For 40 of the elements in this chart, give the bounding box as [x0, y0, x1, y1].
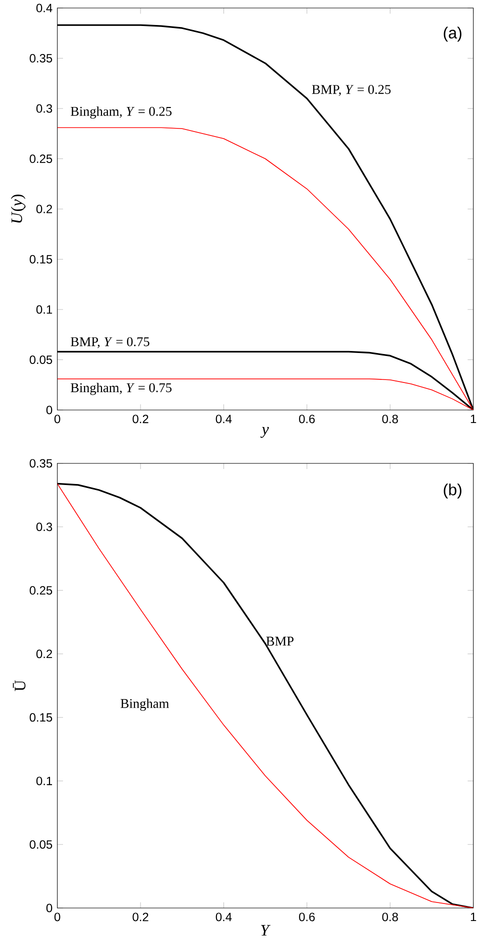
y-tick-label: 0.15: [30, 254, 52, 264]
x-tick-label: 0.4: [216, 912, 232, 922]
x-tick-label: 0.6: [299, 414, 315, 424]
y-tick-label: 0.3: [36, 104, 52, 113]
series-label: BMP, Y = 0.75: [70, 337, 150, 348]
y-tick-label: 0.3: [36, 522, 52, 532]
x-axis-title: Y: [261, 925, 270, 936]
series-label: BMP, Y = 0.25: [312, 84, 391, 96]
x-tick-label: 1: [470, 912, 476, 921]
annotation: (b): [444, 484, 462, 499]
annotation: (a): [444, 26, 462, 42]
y-tick-label: 0: [46, 406, 52, 414]
y-tick-label: 0.2: [36, 204, 52, 214]
y-tick-label: 0.2: [36, 650, 52, 658]
y-tick-label: 0: [46, 904, 52, 912]
x-axis-title: y: [260, 427, 269, 438]
x-tick-label: 0: [54, 912, 60, 922]
x-tick-label: 0.8: [382, 912, 398, 922]
y-tick-label: 0.05: [30, 355, 52, 364]
x-tick-label: 0.6: [299, 912, 315, 922]
y-axis-title: Ū: [12, 680, 26, 692]
y-tick-label: 0.05: [30, 840, 52, 849]
series-label: Bingham, Y = 0.75: [70, 382, 172, 395]
x-tick-label: 0.8: [382, 414, 398, 424]
x-tick-label: 0: [54, 414, 60, 424]
y-tick-label: 0.35: [30, 459, 52, 468]
series-label: Bingham, Y = 0.25: [70, 106, 172, 119]
x-tick-label: 0.2: [132, 414, 148, 424]
text: Bingham: [120, 698, 169, 711]
series-label: BMP: [266, 636, 294, 646]
x-tick-label: 0.4: [216, 414, 232, 424]
y-tick-label: 0.4: [36, 4, 52, 12]
x-tick-label: 1: [470, 414, 476, 423]
y-tick-label: 0.1: [36, 776, 52, 786]
y-tick-label: 0.15: [30, 713, 52, 722]
y-tick-label: 0.1: [36, 305, 52, 314]
y-tick-label: 0.25: [30, 586, 52, 595]
x-tick-label: 0.2: [132, 912, 148, 922]
y-tick-label: 0.25: [30, 154, 52, 164]
y-tick-label: 0.35: [30, 54, 52, 63]
